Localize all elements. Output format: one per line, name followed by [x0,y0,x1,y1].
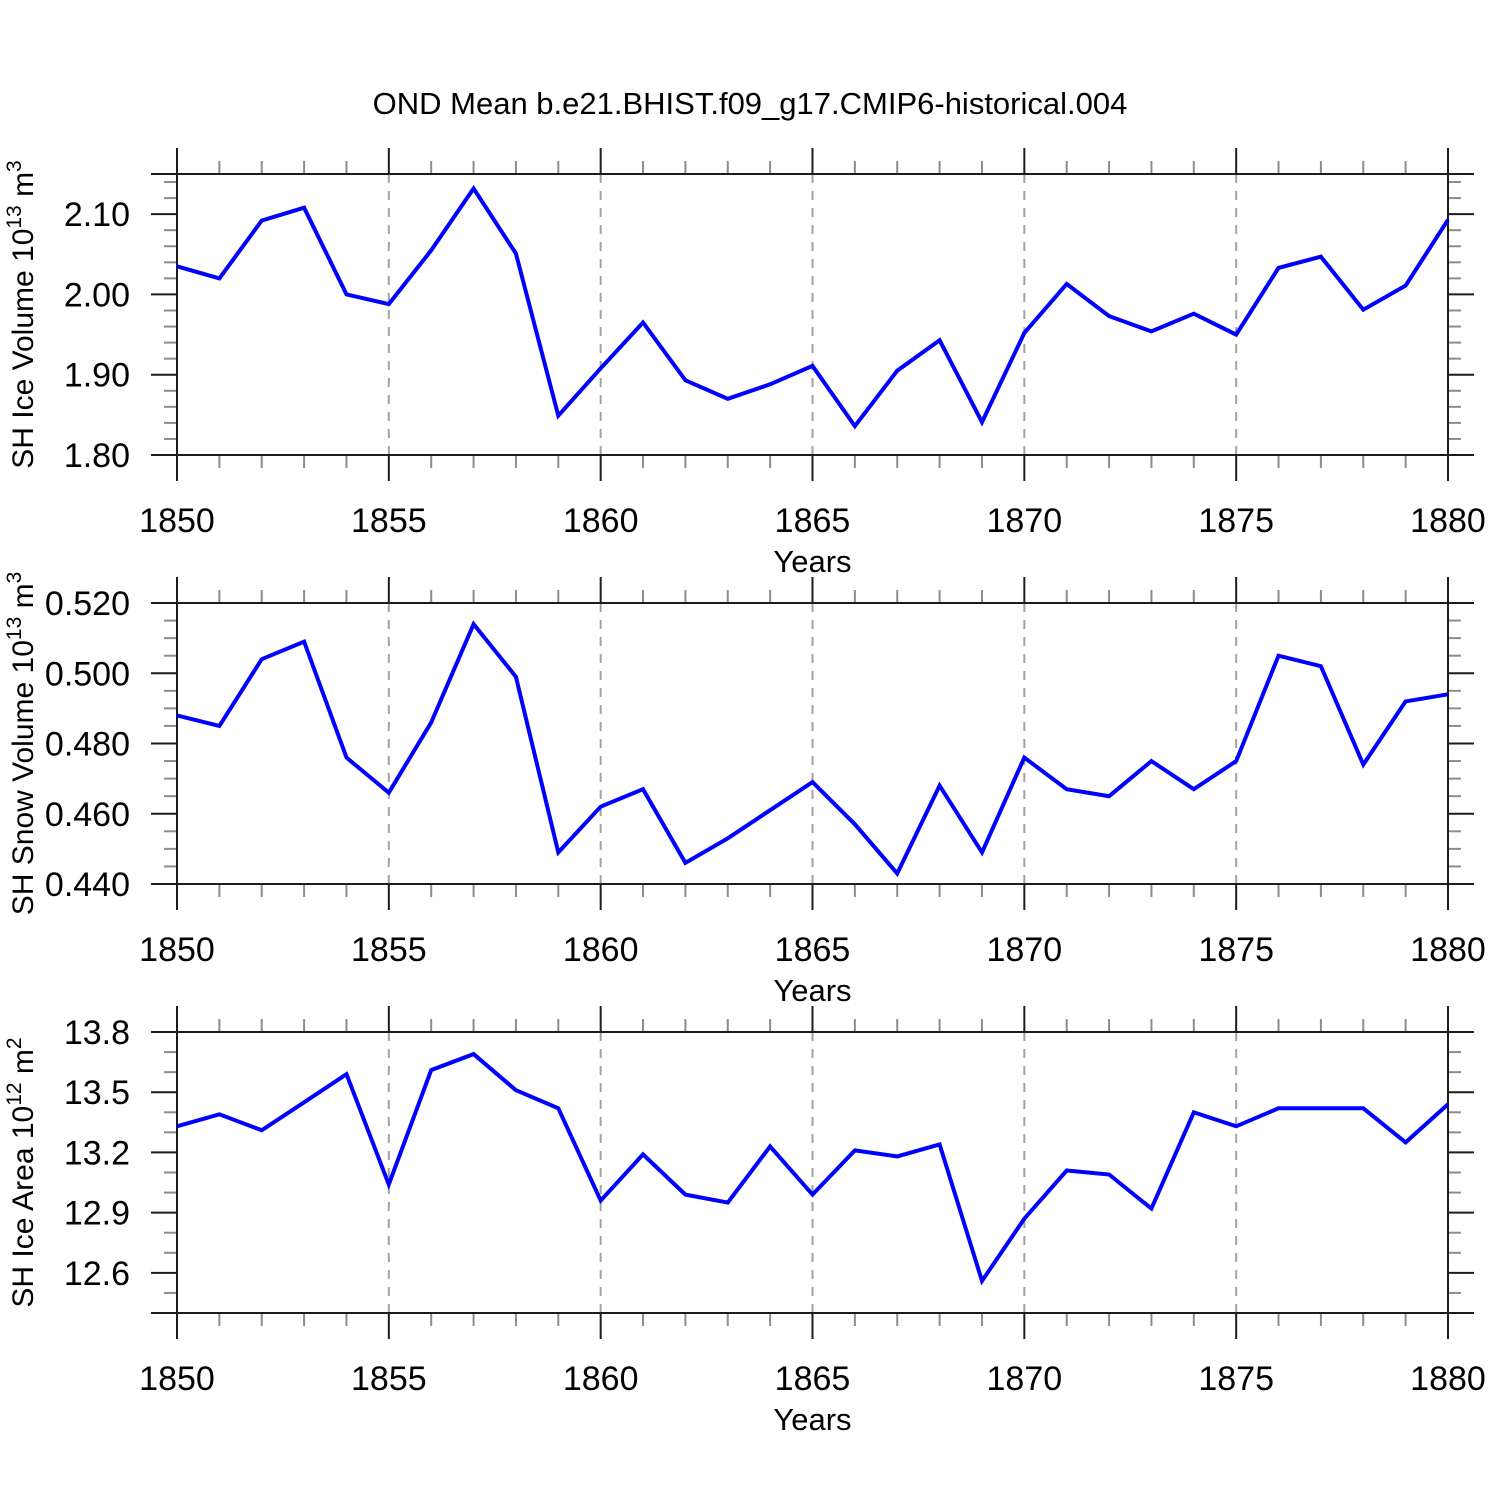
x-axis-title: Years [773,544,851,579]
x-tick-label: 1865 [775,1360,851,1398]
x-tick-label: 1860 [563,931,639,969]
x-tick-label: 1880 [1410,502,1486,540]
y-tick-label: 0.520 [45,585,130,623]
x-tick-label: 1880 [1410,931,1486,969]
y-axis-title: SH Snow Volume 1013 m3 [3,572,40,916]
y-tick-label: 2.10 [64,196,130,234]
x-tick-label: 1850 [139,502,215,540]
x-tick-label: 1865 [775,931,851,969]
plot-frame [176,602,1449,885]
y-axis-title: SH Ice Volume 1013 m3 [3,160,40,469]
y-tick-label: 13.8 [64,1014,130,1052]
y-tick-label: 2.00 [64,276,130,314]
x-tick-label: 1855 [351,931,427,969]
x-tick-label: 1855 [351,1360,427,1398]
x-tick-label: 1865 [775,502,851,540]
x-tick-label: 1850 [139,931,215,969]
series-line [176,620,1449,878]
y-tick-label: 13.5 [64,1074,130,1112]
y-tick-label: 12.6 [64,1255,130,1293]
chart-title: OND Mean b.e21.BHIST.f09_g17.CMIP6-histo… [372,86,1128,121]
y-tick-label: 0.440 [45,866,130,904]
x-tick-label: 1875 [1198,931,1274,969]
y-tick-label: 0.460 [45,796,130,834]
plot-frame [176,1031,1449,1314]
x-tick-label: 1875 [1198,1360,1274,1398]
x-tick-label: 1870 [987,931,1063,969]
x-axis-title: Years [773,973,851,1008]
y-tick-label: 12.9 [64,1195,130,1233]
x-tick-label: 1875 [1198,502,1274,540]
x-tick-label: 1870 [987,502,1063,540]
x-tick-label: 1860 [563,1360,639,1398]
x-axis-title: Years [773,1402,851,1437]
y-tick-label: 0.480 [45,726,130,764]
plot-frame [176,173,1449,456]
y-tick-label: 0.500 [45,655,130,693]
y-tick-label: 1.90 [64,357,130,395]
x-tick-label: 1870 [987,1360,1063,1398]
series-line [176,1051,1450,1286]
x-tick-label: 1860 [563,502,639,540]
x-tick-label: 1850 [139,1360,215,1398]
y-axis-title: SH Ice Area 1012 m2 [3,1037,40,1307]
x-tick-label: 1880 [1410,1360,1486,1398]
x-tick-label: 1855 [351,502,427,540]
y-tick-label: 1.80 [64,437,130,475]
y-tick-label: 13.2 [64,1134,130,1172]
series-line [176,184,1450,430]
